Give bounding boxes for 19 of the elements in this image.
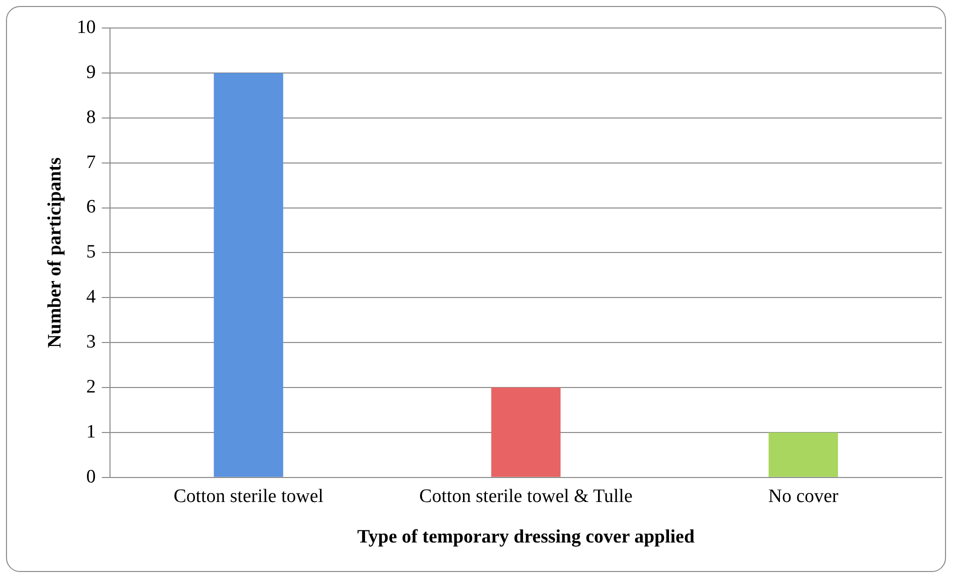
y-axis-title: Number of participants	[44, 157, 66, 348]
y-tick-label: 1	[86, 421, 96, 442]
x-tick-label: Cotton sterile towel	[174, 486, 324, 507]
y-tick-label: 3	[86, 332, 96, 353]
y-tick-label: 8	[86, 106, 96, 128]
y-tick-label: 9	[86, 62, 96, 83]
bar	[768, 432, 838, 477]
x-axis-title: Type of temporary dressing cover applied	[357, 526, 695, 548]
y-tick-label: 10	[76, 16, 96, 38]
bar	[214, 72, 284, 477]
bar	[491, 388, 561, 477]
y-tick-label: 0	[86, 466, 96, 488]
y-tick-label: 7	[86, 152, 96, 173]
x-tick-label: Cotton sterile towel & Tulle	[419, 486, 633, 507]
y-tick-label: 5	[86, 242, 96, 263]
y-tick-label: 4	[86, 286, 96, 308]
x-tick-label: No cover	[768, 486, 840, 507]
y-tick-label: 6	[86, 196, 96, 218]
y-tick-label: 2	[86, 376, 96, 398]
